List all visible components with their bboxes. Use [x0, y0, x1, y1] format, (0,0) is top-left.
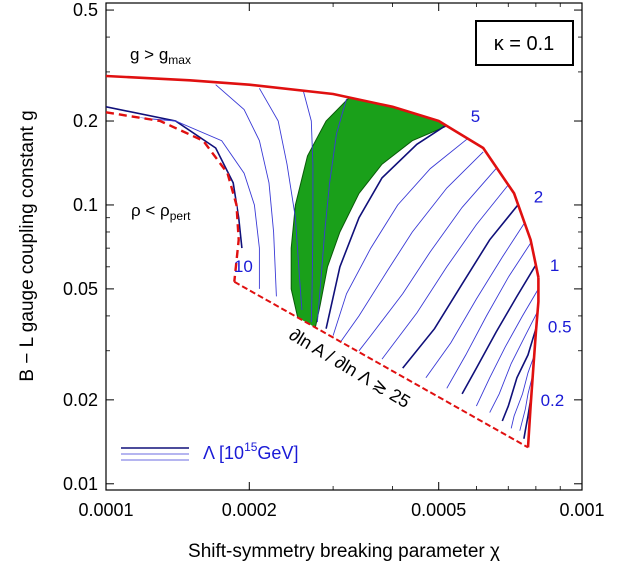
- contour-line-1: [106, 114, 260, 289]
- boundary-rho-pert: [105, 111, 240, 282]
- contour-line-8: [339, 151, 484, 344]
- contour-label-2: 2: [534, 188, 543, 207]
- x-tick-label-2: 0.0005: [411, 500, 466, 520]
- contour-line-12: [425, 221, 526, 379]
- contour-line-2: [215, 84, 277, 297]
- boundary-right-edge: [526, 277, 540, 448]
- kappa-box-frame: [475, 20, 574, 66]
- contour-line-11-level-2: [402, 202, 521, 369]
- contour-line-3: [259, 88, 303, 311]
- kappa-label: κ = 0.1: [494, 33, 555, 55]
- contour-label-5: 5: [471, 107, 480, 126]
- x-tick-label-3: 0.001: [559, 500, 604, 520]
- contour-label-0.2: 0.2: [541, 391, 565, 410]
- contour-line-4: [303, 91, 314, 323]
- y-tick-label-2: 0.05: [63, 279, 98, 299]
- contour-line-5: [316, 98, 347, 323]
- boundary-gmax: [105, 74, 540, 278]
- region-label-gmax: g > gmax: [130, 45, 191, 67]
- contour-line-14-level-1: [461, 264, 537, 395]
- legend-label: Λ [1015GeV]: [203, 440, 298, 463]
- y-tick-label-5: 0.5: [73, 0, 98, 20]
- contours-layer: [106, 84, 539, 439]
- constraint-label: ∂ln A / ∂ln Λ ≳ 25: [286, 324, 414, 412]
- region-label-gmax-main: g > g: [130, 45, 168, 64]
- region-label-rho-sub: pert: [170, 209, 191, 223]
- region-label-rho-pert: ρ < ρpert: [131, 201, 191, 223]
- contour-line-9: [358, 168, 497, 352]
- contour-line-13: [446, 242, 531, 389]
- contour-line-16: [489, 309, 539, 413]
- contour-line-19: [519, 372, 534, 431]
- contour-label-10: 10: [234, 257, 253, 276]
- contour-label-1: 1: [550, 256, 559, 275]
- y-tick-label-4: 0.2: [73, 111, 98, 131]
- region-label-rho-main: ρ < ρ: [131, 201, 170, 220]
- legend-label-main: Λ [10: [203, 443, 244, 463]
- contour-line-6-level-5: [325, 121, 452, 329]
- contour-line-0-level-10: [106, 106, 243, 249]
- boundary-layer: [105, 74, 540, 449]
- contour-line-18: [510, 350, 537, 429]
- legend-label-unit: GeV]: [257, 443, 298, 463]
- contour-line-15: [475, 288, 539, 407]
- contour-line-7: [332, 136, 470, 336]
- region-label-gmax-sub: max: [168, 53, 191, 67]
- y-tick-label-1: 0.02: [63, 390, 98, 410]
- x-axis-title: Shift-symmetry breaking parameter χ: [188, 541, 500, 562]
- y-tick-label-3: 0.1: [73, 195, 98, 215]
- y-tick-label-0: 0.01: [63, 474, 98, 494]
- legend: Λ [1015GeV]: [121, 440, 298, 463]
- boundary-constraint: [233, 280, 529, 449]
- contour-labels-layer: 10 5 2 1 0.5 0.2: [234, 107, 572, 410]
- contour-label-0.5: 0.5: [548, 318, 572, 337]
- legend-label-exponent: 15: [244, 440, 258, 454]
- plot-frame: [105, 2, 583, 491]
- y-axis-title: B − L gauge coupling constant g: [17, 110, 38, 381]
- x-tick-label-0: 0.0001: [78, 500, 133, 520]
- contour-line-17-level-0.5: [501, 328, 537, 422]
- kappa-box: κ = 0.1: [475, 20, 574, 66]
- x-tick-label-1: 0.0002: [222, 500, 277, 520]
- contour-line-10: [381, 184, 509, 360]
- ticks-layer: 0.0001 0.0002 0.0005 0.001 0.01 0.02 0.05 0.1 0.…: [63, 0, 605, 520]
